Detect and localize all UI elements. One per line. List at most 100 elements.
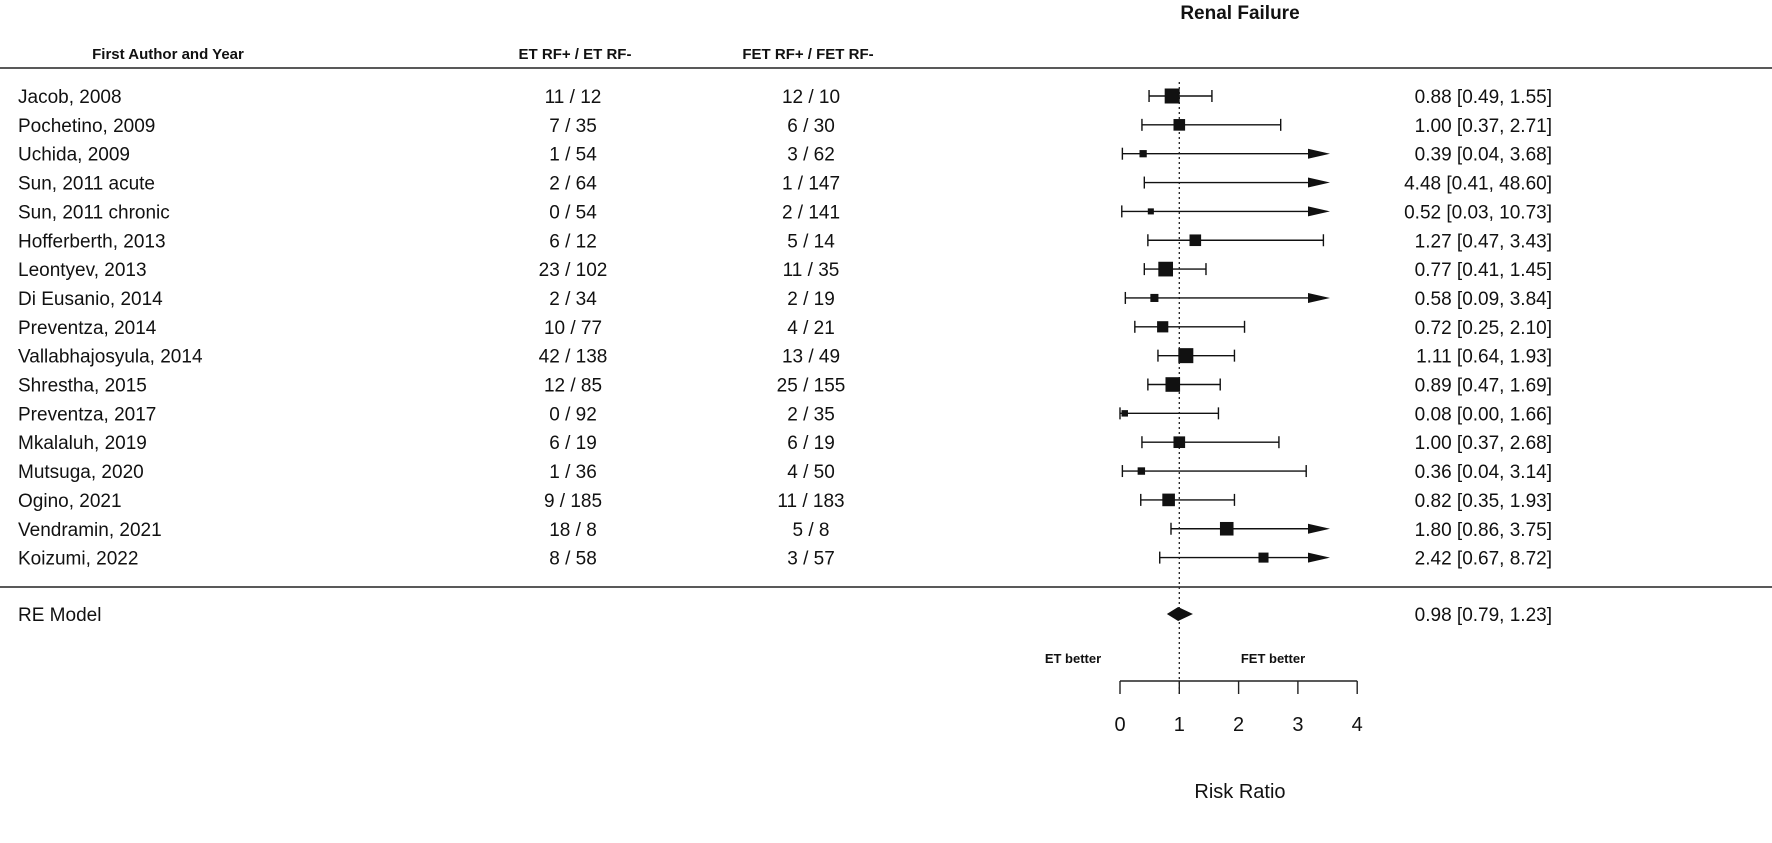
chart-title: Renal Failure xyxy=(1180,3,1299,24)
column-header-fet: FET RF+ / FET RF- xyxy=(742,46,873,63)
point-estimate xyxy=(1164,88,1180,104)
point-estimate xyxy=(1139,150,1147,158)
et-counts: 18 / 8 xyxy=(549,520,597,541)
study-row: Preventza, 2014 10 / 77 4 / 21 0.72 [0.25, … xyxy=(18,318,1552,339)
et-counts: 7 / 35 xyxy=(549,116,597,137)
ci-text: 0.39 [0.04, 3.68] xyxy=(1415,145,1552,166)
et-counts: 2 / 64 xyxy=(549,174,597,195)
fet-counts: 6 / 19 xyxy=(787,433,835,454)
study-label: Uchida, 2009 xyxy=(18,145,130,166)
study-row: Preventza, 2017 0 / 92 2 / 35 0.08 [0.00, 1… xyxy=(18,404,1552,425)
right-annotation: FET better xyxy=(1241,651,1305,666)
fet-counts: 12 / 10 xyxy=(782,87,840,108)
fet-counts: 11 / 183 xyxy=(777,491,844,512)
ci-arrow xyxy=(1308,552,1330,563)
ci-text: 1.00 [0.37, 2.71] xyxy=(1415,116,1552,137)
study-row: Mutsuga, 2020 1 / 36 4 / 50 0.36 [0.04, 3.1… xyxy=(18,462,1552,483)
x-tick-label: 4 xyxy=(1352,714,1363,736)
x-tick-label: 3 xyxy=(1292,714,1303,736)
ci-text: 2.42 [0.67, 8.72] xyxy=(1415,549,1552,570)
et-counts: 11 / 12 xyxy=(545,87,602,108)
ci-text: 4.48 [0.41, 48.60] xyxy=(1404,174,1552,195)
x-tick-label: 1 xyxy=(1174,714,1185,736)
point-estimate xyxy=(1258,552,1269,563)
study-label: Preventza, 2014 xyxy=(18,318,157,339)
fet-counts: 25 / 155 xyxy=(777,376,846,397)
study-row: Leontyev, 2013 23 / 102 11 / 35 0.77 [0.41,… xyxy=(18,260,1552,281)
left-annotation: ET better xyxy=(1045,651,1101,666)
point-estimate xyxy=(1178,348,1194,364)
study-label: Sun, 2011 chronic xyxy=(18,202,170,223)
et-counts: 8 / 58 xyxy=(549,549,597,570)
point-estimate xyxy=(1162,493,1175,507)
study-label: Sun, 2011 acute xyxy=(18,174,155,195)
x-tick-label: 0 xyxy=(1114,714,1125,736)
fet-counts: 3 / 62 xyxy=(787,145,835,166)
ci-arrow xyxy=(1308,206,1330,217)
study-label: Vendramin, 2021 xyxy=(18,520,162,541)
et-counts: 42 / 138 xyxy=(539,347,608,368)
study-row: Uchida, 2009 1 / 54 3 / 62 0.39 [0.04, 3.68… xyxy=(18,145,1552,166)
study-label: Mkalaluh, 2019 xyxy=(18,433,147,454)
ci-text: 0.72 [0.25, 2.10] xyxy=(1415,318,1552,339)
fet-counts: 3 / 57 xyxy=(787,549,835,570)
study-label: Shrestha, 2015 xyxy=(18,376,147,397)
fet-counts: 5 / 14 xyxy=(787,231,835,252)
study-label: Vallabhajosyula, 2014 xyxy=(18,347,203,368)
study-label: Preventza, 2017 xyxy=(18,404,156,425)
et-counts: 6 / 19 xyxy=(549,433,597,454)
et-counts: 1 / 36 xyxy=(549,462,597,483)
ci-text: 0.89 [0.47, 1.69] xyxy=(1415,376,1552,397)
summary-label: RE Model xyxy=(18,605,101,626)
fet-counts: 4 / 21 xyxy=(787,318,835,339)
point-estimate xyxy=(1158,261,1174,277)
study-row: Vendramin, 2021 18 / 8 5 / 8 1.80 [0.86, 3.… xyxy=(18,520,1552,541)
point-estimate xyxy=(1219,521,1234,536)
study-label: Ogino, 2021 xyxy=(18,491,122,512)
point-estimate xyxy=(1147,208,1154,215)
study-row: Jacob, 2008 11 / 12 12 / 10 0.88 [0.49, 1.5… xyxy=(18,87,1552,108)
summary-ci-text: 0.98 [0.79, 1.23] xyxy=(1415,605,1552,626)
study-row: Vallabhajosyula, 2014 42 / 138 13 / 49 1.11… xyxy=(18,347,1552,368)
fet-counts: 4 / 50 xyxy=(787,462,835,483)
fet-counts: 2 / 19 xyxy=(787,289,835,310)
ci-text: 0.52 [0.03, 10.73] xyxy=(1404,202,1552,223)
point-estimate xyxy=(1121,410,1128,417)
study-row: Sun, 2011 acute 2 / 64 1 / 147 4.48 [0.41, … xyxy=(18,174,1552,195)
point-estimate xyxy=(1173,119,1186,131)
et-counts: 9 / 185 xyxy=(544,491,602,512)
et-counts: 6 / 12 xyxy=(549,231,597,252)
study-row: Di Eusanio, 2014 2 / 34 2 / 19 0.58 [0.09, … xyxy=(18,289,1552,310)
summary-diamond xyxy=(1166,607,1193,621)
study-label: Hofferberth, 2013 xyxy=(18,231,166,252)
et-counts: 1 / 54 xyxy=(549,145,597,166)
study-label: Koizumi, 2022 xyxy=(18,549,138,570)
ci-arrow xyxy=(1308,292,1330,303)
study-row: Ogino, 2021 9 / 185 11 / 183 0.82 [0.35, 1.… xyxy=(18,491,1552,512)
ci-arrow xyxy=(1308,148,1330,159)
et-counts: 0 / 54 xyxy=(549,202,597,223)
fet-counts: 2 / 35 xyxy=(787,404,835,425)
et-counts: 2 / 34 xyxy=(549,289,597,310)
column-header-et: ET RF+ / ET RF- xyxy=(519,46,632,63)
fet-counts: 5 / 8 xyxy=(793,520,830,541)
et-counts: 23 / 102 xyxy=(539,260,608,281)
et-counts: 12 / 85 xyxy=(544,376,602,397)
study-row: Hofferberth, 2013 6 / 12 5 / 14 1.27 [0.47,… xyxy=(18,231,1552,252)
study-label: Pochetino, 2009 xyxy=(18,116,155,137)
ci-arrow xyxy=(1308,523,1330,534)
et-counts: 0 / 92 xyxy=(549,404,597,425)
column-header-author: First Author and Year xyxy=(92,46,244,63)
fet-counts: 2 / 141 xyxy=(782,202,840,223)
point-estimate xyxy=(1189,234,1202,247)
fet-counts: 13 / 49 xyxy=(782,347,840,368)
ci-text: 1.11 [0.64, 1.93] xyxy=(1416,347,1552,368)
study-row: Pochetino, 2009 7 / 35 6 / 30 1.00 [0.37, 2… xyxy=(18,116,1552,137)
ci-text: 0.08 [0.00, 1.66] xyxy=(1415,404,1552,425)
ci-text: 1.80 [0.86, 3.75] xyxy=(1415,520,1552,541)
ci-text: 1.27 [0.47, 3.43] xyxy=(1415,231,1552,252)
ci-text: 0.77 [0.41, 1.45] xyxy=(1415,260,1552,281)
ci-arrow xyxy=(1308,177,1330,188)
study-row: Mkalaluh, 2019 6 / 19 6 / 19 1.00 [0.37, 2.… xyxy=(18,433,1552,454)
